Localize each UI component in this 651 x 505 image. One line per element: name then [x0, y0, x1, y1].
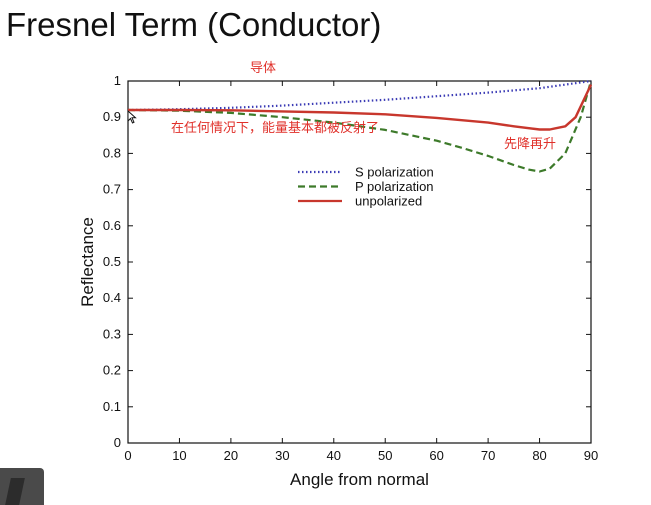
mouse-cursor-icon	[127, 110, 137, 124]
y-tick-label: 0.1	[103, 399, 121, 414]
axis-labels: Angle from normal Reflectance	[78, 217, 429, 489]
series-line-s-polarization	[127, 79, 592, 112]
y-tick-label: 0.4	[103, 290, 121, 305]
x-tick-label: 50	[378, 448, 392, 463]
x-tick-label: 60	[429, 448, 443, 463]
series-lines	[127, 79, 593, 173]
y-tick-label: 0	[114, 435, 121, 450]
x-tick-label: 90	[584, 448, 598, 463]
annotation-text: 在任何情况下，能量基本都被反射了	[171, 120, 379, 135]
legend-label: P polarization	[355, 179, 434, 194]
legend-label: S polarization	[355, 165, 434, 180]
y-tick-label: 0.5	[103, 254, 121, 269]
presenter-silhouette	[5, 478, 25, 505]
y-tick-label: 0.7	[103, 182, 121, 197]
y-tick-label: 0.3	[103, 326, 121, 341]
y-tick-label: 0.2	[103, 363, 121, 378]
series-line-p-polarization	[127, 80, 593, 173]
legend-label: unpolarized	[355, 194, 422, 209]
x-tick-label: 80	[532, 448, 546, 463]
presenter-video-thumbnail	[0, 468, 44, 505]
x-tick-label: 30	[275, 448, 289, 463]
tick-marks	[127, 80, 592, 444]
x-tick-label: 20	[224, 448, 238, 463]
y-tick-label: 1	[114, 73, 121, 88]
annotation-text: 导体	[250, 60, 276, 75]
y-tick-label: 0.6	[103, 218, 121, 233]
slide-title: Fresnel Term (Conductor)	[6, 6, 382, 43]
y-axis-label: Reflectance	[78, 217, 97, 307]
annotation-text: 先降再升	[504, 136, 556, 151]
x-tick-label: 10	[172, 448, 186, 463]
x-axis-label: Angle from normal	[290, 470, 429, 489]
tick-labels: 0 10 20 30 40 50 60 70 80 90 0 0.1 0.2 0.3 0.4 0.5 0.6 0.…	[103, 73, 598, 463]
x-tick-label: 70	[481, 448, 495, 463]
y-tick-label: 0.9	[103, 109, 121, 124]
x-tick-label: 0	[124, 448, 131, 463]
y-tick-label: 0.8	[103, 145, 121, 160]
series-line-unpolarized	[128, 84, 593, 131]
x-tick-label: 40	[327, 448, 341, 463]
